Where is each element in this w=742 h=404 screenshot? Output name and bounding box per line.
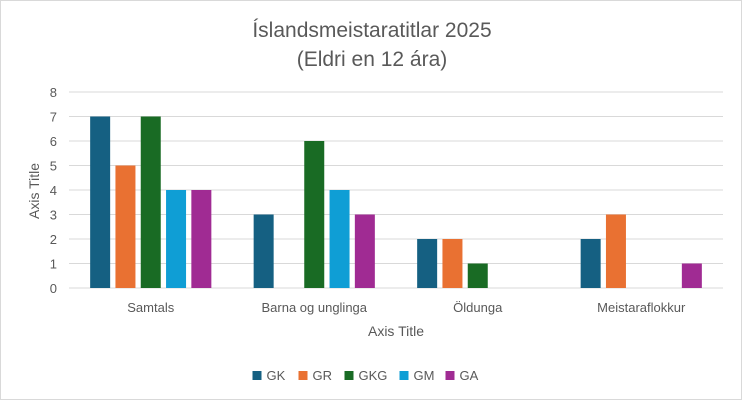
legend-label: GA: [460, 368, 479, 383]
bar-ga[interactable]: [191, 190, 212, 288]
bar-gr[interactable]: [442, 239, 463, 288]
bar-gkg[interactable]: [304, 141, 325, 288]
x-tick-label: Barna og unglinga: [261, 300, 367, 315]
legend-swatch-ga: [445, 371, 455, 380]
legend-label: GKG: [359, 368, 388, 383]
legend-swatch-gr: [298, 371, 308, 380]
x-tick-label: Meistaraflokkur: [597, 300, 686, 315]
y-tick-label: 1: [50, 257, 57, 272]
legend-swatch-gm: [399, 371, 409, 380]
bar-ga[interactable]: [354, 214, 375, 289]
legend-swatch-gk: [252, 371, 262, 380]
y-tick-label: 7: [50, 110, 57, 125]
y-axis-title: Axis Title: [26, 163, 42, 219]
y-tick-label: 2: [50, 232, 57, 247]
bar-gk[interactable]: [417, 239, 438, 288]
x-axis-title: Axis Title: [368, 323, 424, 339]
bar-gk[interactable]: [580, 239, 601, 288]
bar-gkg[interactable]: [467, 263, 488, 289]
x-tick-label: Öldunga: [453, 300, 503, 315]
y-tick-label: 0: [50, 281, 57, 296]
legend-label: GR: [313, 368, 333, 383]
chart-subtitle: (Eldri en 12 ára): [297, 48, 448, 71]
bar-gm[interactable]: [329, 190, 350, 288]
chart-title: Íslandsmeistaratitlar 2025: [252, 19, 491, 42]
y-tick-label: 3: [50, 208, 57, 223]
bar-gr[interactable]: [605, 214, 626, 289]
bar-gk[interactable]: [253, 214, 274, 289]
y-tick-label: 5: [50, 159, 57, 174]
y-tick-label: 6: [50, 134, 57, 149]
y-tick-label: 4: [50, 183, 57, 198]
legend-label: GM: [414, 368, 435, 383]
legend-swatch-gkg: [344, 371, 354, 380]
legend-label: GK: [267, 368, 286, 383]
x-tick-label: Samtals: [127, 300, 174, 315]
y-tick-label: 8: [50, 85, 57, 100]
bar-gk[interactable]: [90, 116, 111, 289]
bar-ga[interactable]: [681, 263, 702, 289]
bar-gkg[interactable]: [140, 116, 161, 289]
bar-gr[interactable]: [115, 165, 136, 289]
bar-gm[interactable]: [166, 190, 187, 288]
